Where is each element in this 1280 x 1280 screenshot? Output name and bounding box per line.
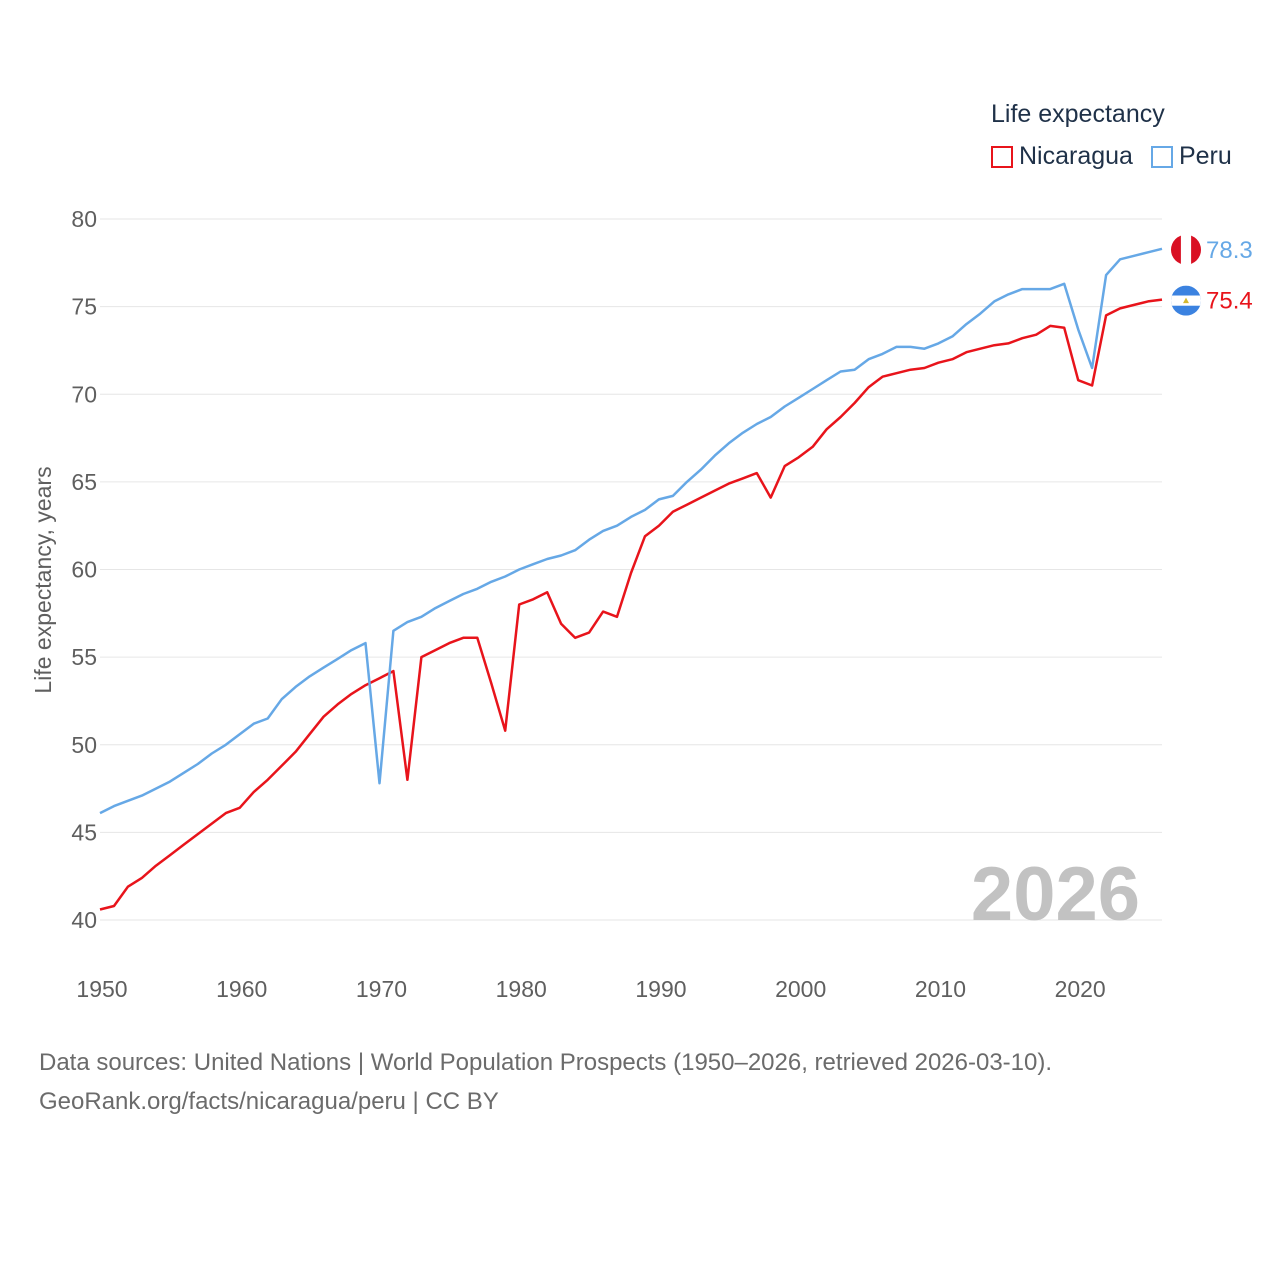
x-tick-1970: 1970: [356, 976, 407, 1002]
y-tick-40: 40: [71, 907, 97, 933]
x-tick-2020: 2020: [1055, 976, 1106, 1002]
y-tick-70: 70: [71, 381, 97, 407]
y-tick-80: 80: [71, 206, 97, 232]
y-tick-65: 65: [71, 469, 97, 495]
x-tick-1950: 1950: [76, 976, 127, 1002]
y-tick-50: 50: [71, 732, 97, 758]
legend-item-peru[interactable]: Peru: [1150, 142, 1232, 171]
x-tick-1990: 1990: [635, 976, 686, 1002]
y-tick-75: 75: [71, 294, 97, 320]
legend-title: Life expectancy: [991, 100, 1165, 128]
x-axis-ticks: 1950 1960 1970 1980 1990 2000 2010 2020: [76, 976, 1105, 1002]
legend-swatch-peru: [1150, 145, 1173, 168]
legend-swatch-nicaragua: [991, 145, 1013, 168]
x-tick-1960: 1960: [216, 976, 267, 1002]
y-axis-ticks: 40 45 50 55 60 65 70 75 80: [71, 206, 97, 933]
flag-peru-icon: [1171, 234, 1201, 265]
y-tick-55: 55: [71, 644, 97, 670]
flag-nicaragua-icon: [1171, 285, 1201, 316]
series-end-labels: 75.4 78.3: [1171, 234, 1253, 316]
y-tick-60: 60: [71, 557, 97, 583]
source-line-1: Data sources: United Nations | World Pop…: [39, 1049, 1053, 1076]
y-axis-label: Life expectancy, years: [30, 466, 56, 693]
end-label-peru: 78.3: [1206, 237, 1253, 264]
x-tick-2000: 2000: [775, 976, 826, 1002]
legend-label-nicaragua: Nicaragua: [1019, 142, 1133, 170]
legend: Nicaragua Peru: [991, 142, 1250, 171]
series-line-nicaragua: [99, 298, 1163, 911]
series-lines: [99, 247, 1163, 911]
year-label: 2026: [971, 852, 1140, 937]
source-note: Data sources: United Nations | World Pop…: [39, 1043, 1052, 1121]
legend-label-peru: Peru: [1178, 142, 1232, 170]
series-line-peru: [99, 247, 1163, 815]
x-tick-1980: 1980: [496, 976, 547, 1002]
source-line-2: GeoRank.org/facts/nicaragua/peru | CC BY: [39, 1088, 499, 1115]
legend-item-nicaragua[interactable]: Nicaragua: [991, 142, 1133, 171]
end-label-nicaragua: 75.4: [1206, 288, 1253, 315]
y-tick-45: 45: [71, 819, 97, 845]
x-tick-2010: 2010: [915, 976, 966, 1002]
